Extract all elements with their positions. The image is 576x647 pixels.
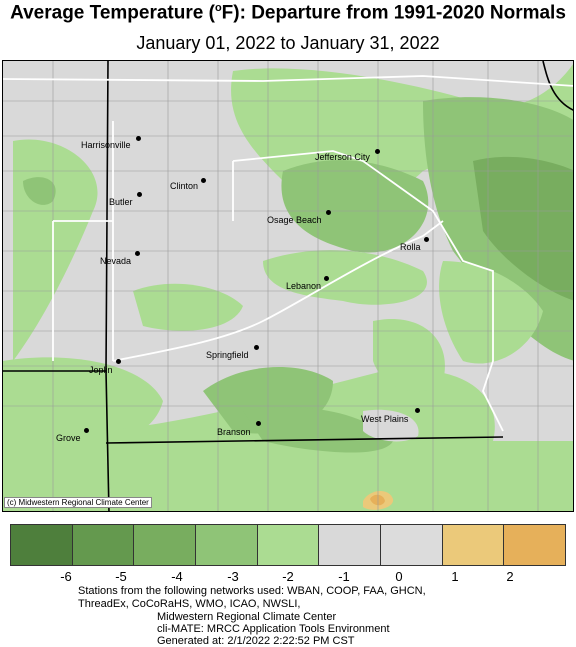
legend-tick: 1 [451,569,459,584]
legend-swatch [72,525,135,565]
temperature-map: Harrisonville Jefferson City Clinton But… [2,60,574,512]
city-label-grove: Grove [56,433,81,443]
color-legend [10,524,566,566]
city-dot-harrisonville [136,136,141,141]
city-label-jefferson-city: Jefferson City [315,152,370,162]
city-label-springfield: Springfield [206,350,249,360]
city-dot-west-plains [415,408,420,413]
legend-swatch [319,525,382,565]
legend-swatch [134,525,197,565]
city-label-west-plains: West Plains [361,414,409,424]
city-dot-nevada [135,251,140,256]
footer-application: cli-MATE: MRCC Application Tools Environ… [157,623,390,635]
legend-tick: -1 [338,569,350,584]
city-dot-butler [137,192,142,197]
legend-swatch [196,525,258,565]
footer-generated-at: Generated at: 2/1/2022 2:22:52 PM CST [157,635,355,647]
city-dot-jefferson-city [375,149,380,154]
legend-swatch [11,525,73,565]
city-dot-rolla [424,237,429,242]
legend-swatch [442,525,505,565]
legend-tick: 2 [506,569,514,584]
city-label-clinton: Clinton [170,181,199,191]
city-label-osage-beach: Osage Beach [267,215,322,225]
city-label-branson: Branson [217,427,251,437]
city-dot-grove [84,428,89,433]
city-label-nevada: Nevada [100,256,132,266]
footer-organization: Midwestern Regional Climate Center [157,611,337,623]
city-label-lebanon: Lebanon [286,281,322,291]
map-credit: (c) Midwestern Regional Climate Center [4,497,152,508]
legend-tick: -5 [115,569,127,584]
date-range: January 01, 2022 to January 31, 2022 [136,33,440,53]
city-dot-branson [256,421,261,426]
city-dot-joplin [116,359,121,364]
city-dot-osage-beach [326,210,331,215]
legend-tick: 0 [395,569,403,584]
city-dot-clinton [201,178,206,183]
legend-swatch [257,525,320,565]
footer-networks-line1: Stations from the following networks use… [78,585,426,597]
city-label-joplin: Joplin [89,365,113,375]
city-label-butler: Butler [109,197,133,207]
footer-networks-line2: ThreadEx, CoCoRaHS, WMO, ICAO, NWSLI, [78,598,301,610]
degree-symbol: o [214,2,222,14]
legend-tick: -3 [227,569,239,584]
city-dot-lebanon [324,276,329,281]
legend-tick: -2 [282,569,294,584]
city-label-rolla: Rolla [400,242,421,252]
city-label-harrisonville: Harrisonville [81,140,131,150]
city-dot-springfield [254,345,259,350]
legend-swatch [504,525,566,565]
legend-tick: -4 [171,569,183,584]
map-shading [3,61,573,511]
map-title: Average Temperature (oF): Departure from… [10,2,566,24]
legend-swatch [381,525,443,565]
legend-tick: -6 [60,569,72,584]
